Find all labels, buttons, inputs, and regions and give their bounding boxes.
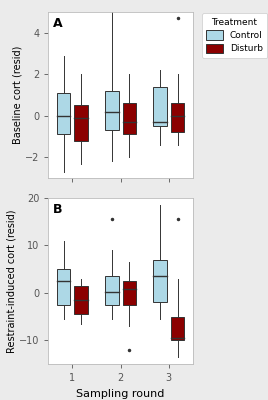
Y-axis label: Baseline cort (resid): Baseline cort (resid) (12, 46, 22, 144)
Bar (74, 286, 88, 314)
Bar (105, 91, 119, 130)
Text: A: A (53, 17, 62, 30)
Bar (105, 276, 119, 305)
Bar (153, 260, 167, 302)
Text: B: B (53, 203, 62, 216)
Bar (171, 316, 184, 340)
Bar (171, 103, 184, 132)
Legend: Control, Disturb: Control, Disturb (202, 13, 267, 58)
Bar (57, 93, 70, 134)
Bar (74, 105, 88, 141)
X-axis label: Sampling round: Sampling round (76, 388, 165, 398)
Bar (122, 103, 136, 134)
Bar (122, 281, 136, 305)
Y-axis label: Restraint-induced cort (resid): Restraint-induced cort (resid) (6, 209, 16, 353)
Bar (153, 87, 167, 126)
Bar (57, 269, 70, 305)
